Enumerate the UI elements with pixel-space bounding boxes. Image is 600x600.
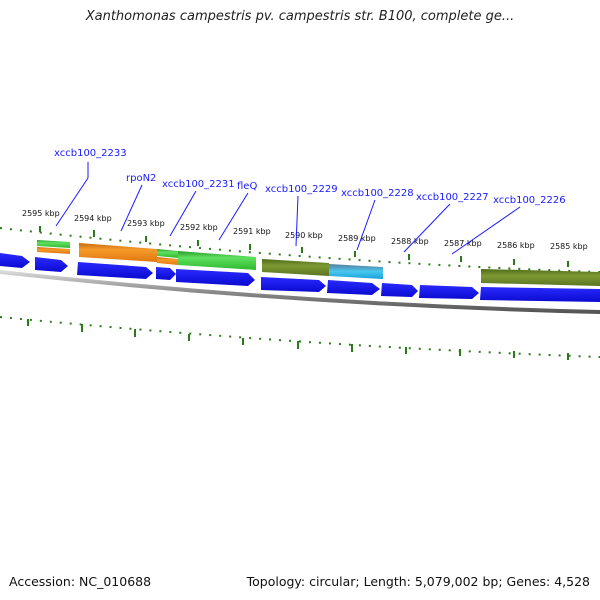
accession-text: Accession: NC_010688	[9, 574, 152, 589]
kbp-label: 2587 kbp	[444, 239, 482, 248]
gene-arrow[interactable]	[261, 277, 326, 292]
kbp-label: 2593 kbp	[127, 219, 165, 228]
feature-orange[interactable]	[37, 247, 70, 254]
gene-arrow[interactable]	[0, 253, 30, 268]
feature-olive[interactable]	[481, 269, 600, 286]
feature-orange[interactable]	[79, 243, 157, 262]
kbp-label: 2590 kbp	[285, 231, 323, 240]
kbp-label: 2595 kbp	[22, 209, 60, 218]
inner-major-ticks	[27, 319, 569, 360]
kbp-label: 2586 kbp	[497, 241, 535, 250]
gene-label-xccb100-2233[interactable]: xccb100_2233	[54, 148, 127, 159]
feature-orange[interactable]	[157, 257, 178, 265]
gene-label-xccb100-2227[interactable]: xccb100_2227	[416, 192, 489, 203]
feature-olive[interactable]	[262, 259, 329, 276]
genome-summary-text: Topology: circular; Length: 5,079,002 bp…	[246, 574, 590, 589]
feature-green[interactable]	[157, 249, 178, 258]
feature-green[interactable]	[178, 251, 256, 270]
kbp-label: 2592 kbp	[180, 223, 218, 232]
gene-arrow[interactable]	[77, 262, 153, 279]
gene-label-xccb100-2229[interactable]: xccb100_2229	[265, 184, 338, 195]
gene-label-xccb100-2226[interactable]: xccb100_2226	[493, 195, 566, 206]
gene-arrow[interactable]	[480, 287, 600, 302]
gene-label-xccb100-2228[interactable]: xccb100_2228	[341, 188, 414, 199]
feature-cyan[interactable]	[329, 264, 383, 279]
outer-tick-ring	[0, 227, 600, 273]
kbp-label: 2591 kbp	[233, 227, 271, 236]
gene-label-fleq[interactable]: fleQ	[237, 181, 257, 192]
gene-arrow[interactable]	[35, 257, 68, 272]
genome-backbone	[0, 270, 600, 314]
kbp-label: 2585 kbp	[550, 242, 588, 251]
gene-arrow[interactable]	[156, 267, 176, 280]
outer-major-ticks	[39, 226, 569, 267]
kbp-label: 2589 kbp	[338, 234, 376, 243]
gene-label-leaders	[55, 162, 521, 255]
inner-tick-ring	[0, 316, 600, 358]
gene-arrow[interactable]	[419, 285, 479, 299]
gene-arrow[interactable]	[381, 283, 418, 297]
gene-label-xccb100-2231[interactable]: xccb100_2231	[162, 179, 235, 190]
map-title: Xanthomonas campestris pv. campestris st…	[85, 9, 515, 24]
gene-label-rpon2[interactable]: rpoN2	[126, 173, 156, 184]
gene-arrow[interactable]	[327, 280, 380, 295]
feature-track	[37, 240, 600, 286]
gene-arrow-track	[0, 253, 600, 302]
feature-green[interactable]	[37, 240, 70, 248]
kbp-label: 2588 kbp	[391, 237, 429, 246]
kbp-label: 2594 kbp	[74, 214, 112, 223]
gene-arrow[interactable]	[176, 269, 255, 286]
